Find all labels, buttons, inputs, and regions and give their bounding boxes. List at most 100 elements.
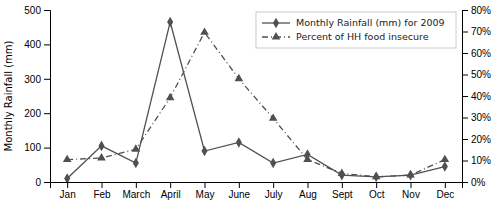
x-axis-tick-mark: [445, 182, 446, 188]
y-axis-tick: 200: [24, 108, 50, 119]
plot: Jan Feb March April May June July Aug Sept Oct Nov…: [24, 5, 491, 200]
x-axis-tick: May: [196, 182, 215, 200]
series-point: [166, 93, 175, 100]
y-axis-tick: 400: [24, 39, 50, 50]
y-axis-title: Monthly Rainfall (mm): [3, 40, 14, 151]
x-axis-tick: July: [265, 182, 283, 200]
series-point: [441, 155, 450, 162]
x-axis-tick: June: [228, 182, 250, 200]
y-axis-tick-label: 500: [24, 5, 41, 16]
x-axis-tick-mark: [102, 182, 103, 188]
series-point: [338, 168, 347, 175]
y2-axis-tick-mark: [462, 139, 468, 140]
y2-axis-tick-mark: [462, 182, 468, 183]
y2-axis-tick-mark: [462, 53, 468, 54]
x-axis-tick-label: Feb: [93, 189, 111, 200]
series-point: [270, 158, 276, 169]
legend-label: Percent of HH food insecure: [296, 31, 429, 42]
series-point: [200, 27, 209, 34]
series-point: [63, 155, 72, 162]
series-point: [64, 173, 70, 182]
y-axis-tick-mark: [44, 44, 50, 45]
legend-item: Percent of HH food insecure: [262, 31, 429, 42]
y-axis-tick-mark: [44, 10, 50, 11]
y2-axis-tick-label: 70%: [471, 26, 491, 37]
series-point: [132, 144, 141, 151]
x-axis-tick: Dec: [436, 182, 454, 200]
series-point: [201, 146, 207, 157]
y2-axis-tick-label: 30%: [471, 112, 491, 123]
series-point: [442, 161, 448, 172]
y2-axis-tick: 60%: [462, 48, 491, 59]
y2-axis-tick-label: 10%: [471, 155, 491, 166]
x-axis-tick-label: Jan: [60, 189, 76, 200]
y2-axis-tick: 30%: [462, 112, 491, 123]
series-point: [133, 158, 139, 169]
y2-axis-tick-label: 80%: [471, 5, 491, 16]
x-axis-tick: Aug: [299, 182, 317, 200]
y-axis-tick-label: 300: [24, 74, 41, 85]
x-axis-tick: Oct: [369, 182, 385, 200]
y2-axis-tick: 20%: [462, 134, 491, 145]
y2-axis-tick: 0%: [462, 177, 486, 188]
series-point: [406, 170, 415, 177]
x-axis-tick: April: [161, 182, 181, 200]
x-axis-tick-mark: [411, 182, 412, 188]
y-axis-tick: 300: [24, 74, 50, 85]
series-point: [98, 141, 104, 152]
x-axis-tick-label: Sept: [332, 189, 353, 200]
x-axis-line: [51, 183, 463, 189]
y-axis-tick-label: 0: [35, 177, 41, 188]
x-axis-tick: Sept: [332, 182, 353, 200]
y-axis-tick-mark: [44, 148, 50, 149]
y2-axis-tick-mark: [462, 118, 468, 119]
x-axis-tick-label: May: [196, 189, 215, 200]
x-axis-tick-mark: [239, 182, 240, 188]
x-axis-tick-mark: [342, 182, 343, 188]
x-axis-tick: March: [122, 182, 150, 200]
chart: Jan Feb March April May June July Aug Sept Oct Nov…: [0, 0, 500, 206]
y2-axis-tick-mark: [462, 10, 468, 11]
y-axis-tick-label: 100: [24, 142, 41, 153]
y2-axis-tick: 10%: [462, 155, 491, 166]
y-axis-tick-label: 400: [24, 39, 41, 50]
series-point: [269, 113, 278, 120]
y2-axis-tick: 70%: [462, 26, 491, 37]
y2-axis-tick-mark: [462, 32, 468, 33]
x-axis: Jan Feb March April May June July Aug Sept Oct Nov…: [51, 182, 463, 200]
y-axis-tick-mark: [44, 79, 50, 80]
legend-marker: [272, 32, 281, 39]
y2-axis-tick-mark: [462, 75, 468, 76]
x-axis-tick: Nov: [402, 182, 420, 200]
x-axis-tick-label: April: [161, 189, 181, 200]
series-point: [167, 17, 173, 28]
y-axis-line: [44, 11, 51, 183]
y-axis: 0 100 200 300 400 500: [24, 5, 50, 188]
legend-label: Monthly Rainfall (mm) for 2009: [296, 17, 445, 28]
y2-axis-tick-label: 20%: [471, 134, 491, 145]
x-axis-tick: Jan: [60, 182, 76, 200]
series-point: [97, 153, 106, 160]
series-line: [67, 32, 445, 176]
y-axis-tick-label: 200: [24, 108, 41, 119]
x-axis-tick-mark: [308, 182, 309, 188]
y2-axis-tick-label: 40%: [471, 91, 491, 102]
y2-axis: 0% 10% 20% 30% 40% 50% 60% 70% 80%: [462, 5, 491, 188]
series-point: [235, 74, 244, 81]
y2-axis-tick-mark: [462, 96, 468, 97]
legend-marker: [273, 18, 279, 29]
x-axis-tick-label: June: [228, 189, 250, 200]
y2-axis-line: [463, 11, 469, 183]
y-axis-tick-mark: [44, 113, 50, 114]
x-axis-tick-label: Dec: [436, 189, 454, 200]
x-axis-tick-mark: [136, 182, 137, 188]
x-axis-tick-label: Nov: [402, 189, 420, 200]
x-axis-tick: Feb: [93, 182, 111, 200]
y2-axis-tick-label: 60%: [471, 48, 491, 59]
y-axis-tick: 0: [35, 177, 50, 188]
y2-axis-tick: 50%: [462, 69, 491, 80]
x-axis-tick-mark: [67, 182, 68, 188]
y-axis-tick: 500: [24, 5, 50, 16]
y-axis-tick-mark: [44, 182, 50, 183]
y2-axis-tick-label: 50%: [471, 69, 491, 80]
